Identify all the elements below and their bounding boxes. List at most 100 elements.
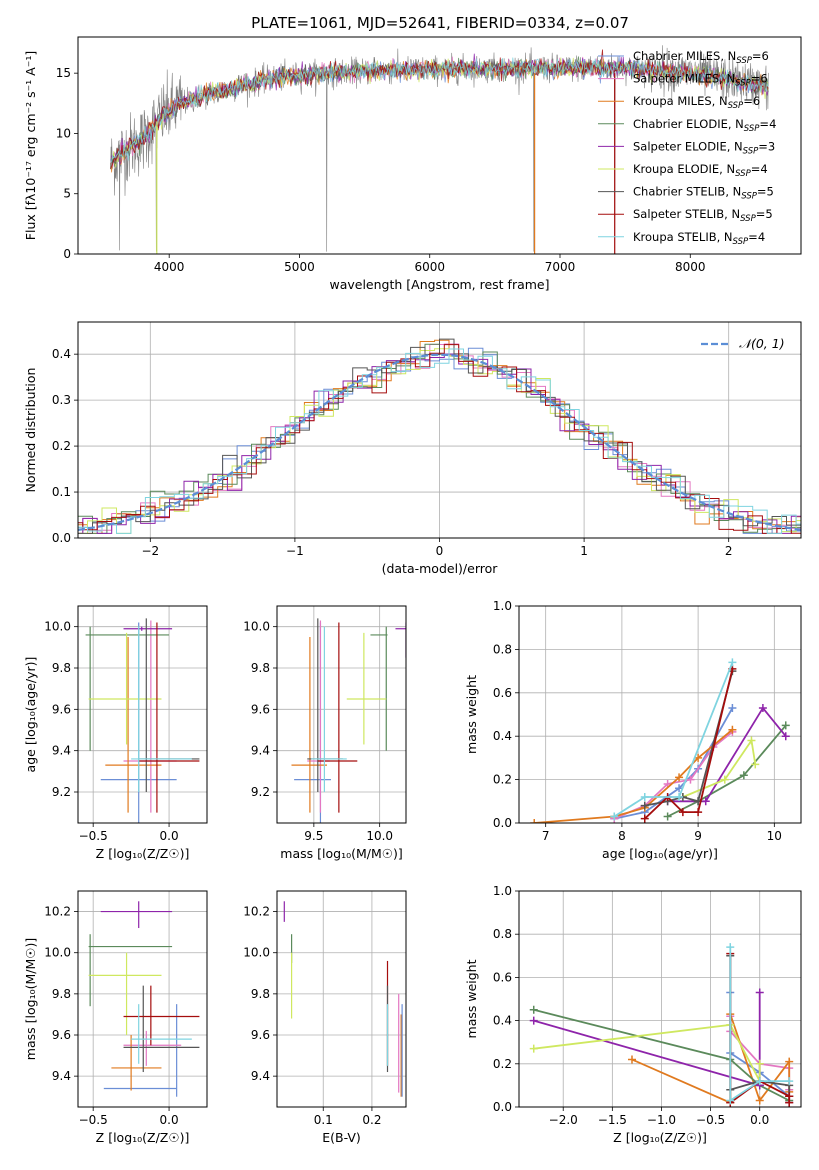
y-tick-label: 9.8 xyxy=(52,987,71,1001)
plus-marker xyxy=(686,775,695,784)
legend-series-name: Kroupa STELIB xyxy=(633,230,717,244)
y-tick-label: 0.4 xyxy=(493,729,512,743)
x-tick-label: −0.5 xyxy=(696,1113,725,1127)
y-tick-label: 0.0 xyxy=(493,816,512,830)
x-axis-label: (data-model)/error xyxy=(382,561,499,576)
plus-marker xyxy=(694,808,703,817)
y-axis-label: Flux [fλ10⁻¹⁷ erg cm⁻² s⁻¹ A⁻¹] xyxy=(23,51,38,240)
histogram-step xyxy=(78,339,801,534)
plus-marker xyxy=(726,1096,735,1105)
y-tick-label: 9.2 xyxy=(251,785,270,799)
panel-spectrum: 4000 5000 6000 7000 8000 0 5 10 15 wavelength [An… xyxy=(23,36,802,292)
legend-nssp-value: 3 xyxy=(768,139,775,153)
plus-marker xyxy=(781,721,790,730)
legend-nssp-prefix: , N xyxy=(720,49,736,63)
axes-frame xyxy=(77,605,208,824)
axes-frame xyxy=(77,36,802,255)
y-tick-label: 10.0 xyxy=(243,620,270,634)
plus-marker xyxy=(675,792,684,801)
legend-nssp-value: 6 xyxy=(762,49,769,63)
x-axis-label: Z [log₁₀(Z/Z☉)] xyxy=(96,846,190,861)
x-tick-label: 6000 xyxy=(414,260,445,274)
y-tick-label: 0.0 xyxy=(52,531,71,545)
plus-marker xyxy=(529,1016,538,1025)
plus-marker xyxy=(529,1044,538,1053)
histograms xyxy=(78,338,801,534)
x-tick-label: −1.0 xyxy=(647,1113,676,1127)
y-axis-label: mass weight xyxy=(464,959,479,1038)
x-tick-label: 5000 xyxy=(284,260,315,274)
plus-marker xyxy=(530,819,539,823)
legend-series-name: Salpeter STELIB xyxy=(633,207,724,221)
plus-marker xyxy=(640,801,649,810)
x-tick-label: 10.0 xyxy=(366,829,393,843)
spectrum-lines xyxy=(110,45,769,254)
x-tick-label: 0.1 xyxy=(314,1113,333,1127)
x-axis-label: mass [log₁₀(M/M☉)] xyxy=(280,846,402,861)
legend-nssp-prefix: , N xyxy=(719,72,735,86)
x-tick-label: 1 xyxy=(580,544,588,558)
y-tick-label: 0.8 xyxy=(493,927,512,941)
legend-nssp-value: 5 xyxy=(767,185,774,199)
series-line xyxy=(533,992,761,1087)
y-tick-label: 0.6 xyxy=(493,686,512,700)
axes-frame xyxy=(276,605,407,824)
y-axis-label: Normed distribution xyxy=(23,368,38,493)
legend-nssp-sub: SSP xyxy=(735,169,751,179)
plus-marker xyxy=(739,771,748,780)
histogram-step xyxy=(78,348,801,534)
plus-marker xyxy=(755,1077,764,1086)
legend-nssp-value: 6 xyxy=(760,72,767,86)
legend-nssp-prefix: , N xyxy=(717,230,733,244)
y-tick-label: 15 xyxy=(56,66,71,80)
x-axis-label: Z [log₁₀(Z/Z☉)] xyxy=(613,1130,707,1145)
legend-nssp-eq: = xyxy=(748,230,758,244)
plus-marker xyxy=(785,1098,794,1107)
legend-series-name: Salpeter ELODIE xyxy=(633,139,727,153)
y-tick-label: 10.0 xyxy=(44,620,71,634)
legend-nssp-prefix: , N xyxy=(725,185,741,199)
x-tick-label: 9 xyxy=(694,829,702,843)
y-tick-label: 9.4 xyxy=(251,1069,270,1083)
y-tick-label: 9.2 xyxy=(52,785,71,799)
series-line xyxy=(613,662,734,818)
x-axis-label: Z [log₁₀(Z/Z☉)] xyxy=(96,1130,190,1145)
legend-nssp-value: 6 xyxy=(753,94,760,108)
legend-label: Kroupa ELODIE, NSSP=4 xyxy=(633,162,768,179)
plus-marker xyxy=(701,797,710,806)
y-axis-label: mass weight xyxy=(464,675,479,754)
plus-marker xyxy=(755,988,764,997)
plus-marker xyxy=(728,658,737,667)
x-axis-label: wavelength [Angstrom, rest frame] xyxy=(329,277,549,292)
y-tick-label: 9.8 xyxy=(52,661,71,675)
panel-residuals: −2 −1 0 1 2 0.0 0.1 0.2 0.3 0.4 (data-model)/error… xyxy=(23,321,802,576)
weight-lines xyxy=(529,943,794,1107)
legend-nssp-sub: SSP xyxy=(728,101,744,111)
series-line xyxy=(613,731,733,820)
plus-marker xyxy=(781,732,790,741)
y-axis-label: mass [log₁₀(M/M☉)] xyxy=(23,938,38,1060)
y-tick-label: 0.2 xyxy=(52,439,71,453)
y-tick-label: 9.4 xyxy=(52,1069,71,1083)
x-tick-label: 0.0 xyxy=(160,1113,179,1127)
plus-marker xyxy=(627,1055,636,1064)
x-tick-label: 4000 xyxy=(154,260,185,274)
plus-marker xyxy=(720,775,729,784)
legend-label: 𝒩(0, 1) xyxy=(739,336,785,351)
y-tick-label: 9.8 xyxy=(251,661,270,675)
plus-marker xyxy=(728,703,737,712)
model-line xyxy=(110,57,769,163)
plus-marker xyxy=(751,760,760,769)
axes-frame xyxy=(276,890,407,1108)
x-tick-label: 0.0 xyxy=(750,1113,769,1127)
x-tick-label: 0 xyxy=(436,544,444,558)
axes-frame xyxy=(518,605,802,824)
y-tick-label: 9.6 xyxy=(52,702,71,716)
plus-marker xyxy=(678,808,687,817)
legend-nssp-value: 4 xyxy=(769,117,776,131)
plus-marker xyxy=(747,736,756,745)
y-axis-label: age [log₁₀(age/yr)] xyxy=(23,657,38,773)
legend-nssp-prefix: , N xyxy=(724,207,740,221)
panel-mass_weight_vs_age: 7 8 9 10 0.0 0.2 0.4 0.6 0.8 1.0 age [log₁₀(age/yr… xyxy=(464,599,802,861)
